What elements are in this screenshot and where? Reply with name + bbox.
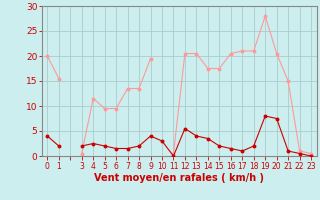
X-axis label: Vent moyen/en rafales ( km/h ): Vent moyen/en rafales ( km/h ) <box>94 173 264 183</box>
